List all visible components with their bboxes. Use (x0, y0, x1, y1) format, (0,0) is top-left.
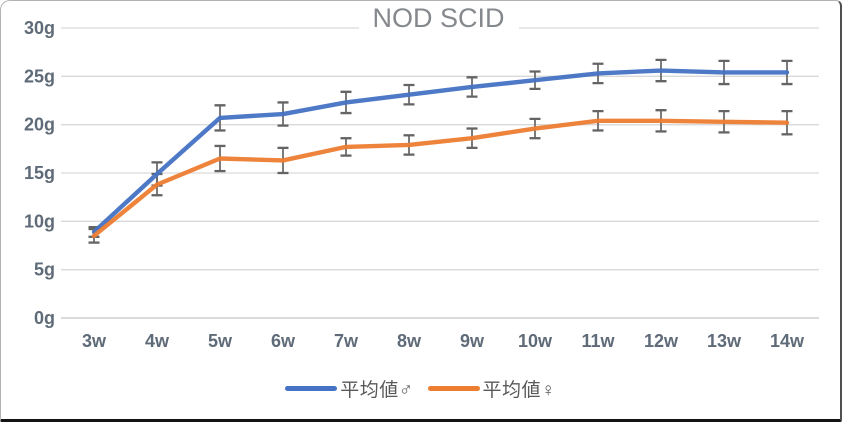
x-axis-label: 14w (770, 331, 805, 351)
chart-legend: 平均値♂ 平均値♀ (1, 375, 840, 402)
series-line-male (91, 68, 790, 235)
y-tick-label: 15g (24, 163, 55, 183)
x-axis-label: 8w (397, 331, 422, 351)
x-axis-label: 4w (145, 331, 170, 351)
x-axis-label: 7w (334, 331, 359, 351)
series-line-female (91, 118, 790, 239)
legend-swatch-female-line (427, 386, 480, 391)
y-tick-label: 10g (24, 211, 55, 231)
x-axis-label: 10w (518, 331, 553, 351)
y-tick-label: 30g (24, 18, 55, 38)
y-tick-label: 5g (34, 260, 55, 280)
legend-label-male: 平均値♂ (340, 380, 414, 401)
x-axis-label: 6w (271, 331, 296, 351)
y-tick-label: 0g (34, 308, 55, 328)
x-axis-label: 11w (581, 331, 615, 351)
legend-label-female: 平均値♀ (482, 380, 556, 401)
x-axis-label: 5w (208, 331, 233, 351)
y-tick-label: 20g (24, 115, 55, 135)
x-axis-label: 12w (644, 331, 679, 351)
x-axis-label: 13w (707, 331, 742, 351)
legend-item-male: 平均値♂ (285, 375, 413, 402)
legend-item-female: 平均値♀ (427, 375, 556, 402)
x-axis-label: 9w (460, 331, 485, 351)
legend-swatch-male-line (285, 386, 338, 391)
chart-title: NOD SCID (358, 3, 519, 34)
x-axis-label: 3w (82, 331, 107, 351)
y-tick-label: 25g (24, 66, 55, 86)
